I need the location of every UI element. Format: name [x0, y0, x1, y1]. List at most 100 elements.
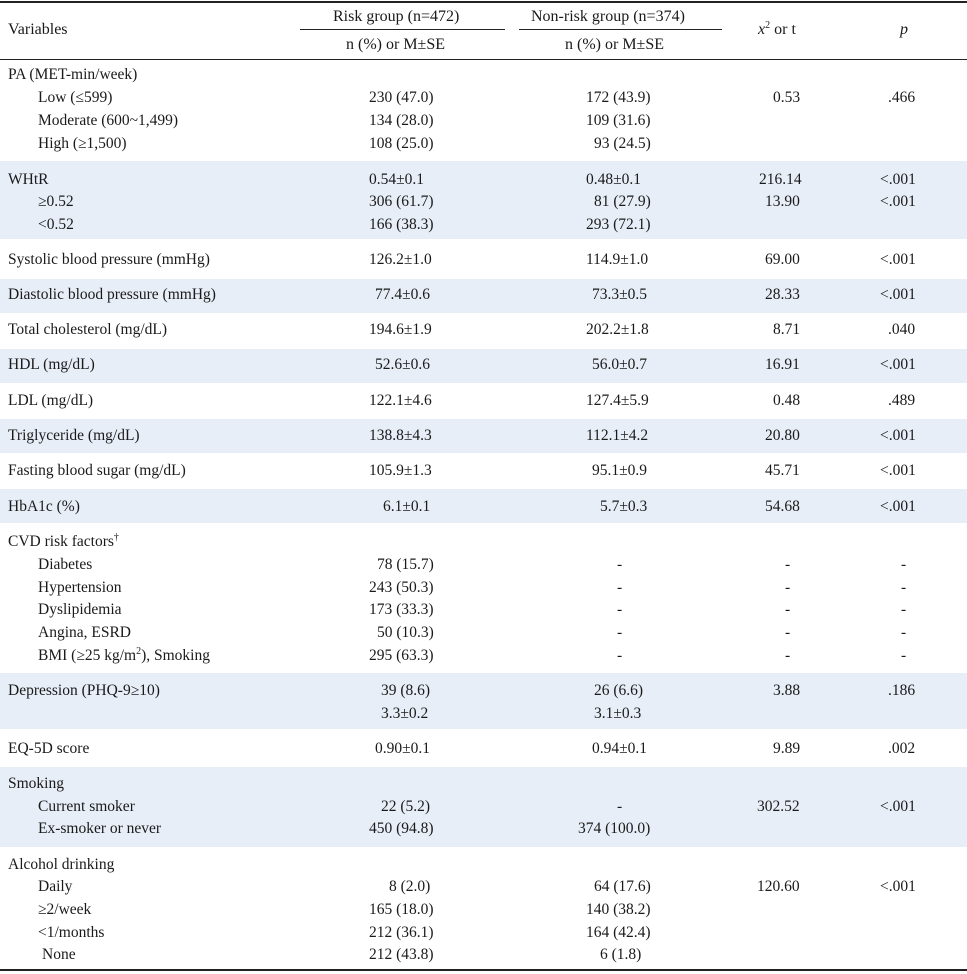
- row-label-ldl: LDL (mg/dL): [8, 392, 94, 409]
- cell-nonrisk-hba1c: 5.7±0.3: [600, 498, 648, 515]
- cell-risk-whtr-lt: 166 (38.3): [369, 216, 434, 233]
- row-label-alcohol-2week: ≥2/week: [38, 901, 92, 918]
- row-label-tg: Triglyceride (mg/dL): [8, 427, 140, 444]
- cell-stat-cvd-hypertension: -: [785, 579, 791, 596]
- row-label-cvd-dyslipidemia: Dyslipidemia: [38, 601, 122, 618]
- row-label-pa-moderate: Moderate (600~1,499): [38, 112, 179, 129]
- row-band-smoking: [0, 767, 967, 847]
- cell-stat-whtr-ge: 13.90: [765, 193, 800, 210]
- cell-p-smoking-current: <.001: [880, 798, 916, 815]
- cell-risk-ldl: 122.1±4.6: [369, 392, 432, 409]
- cell-stat-dbp: 28.33: [765, 286, 800, 303]
- cell-stat-whtr: 216.14: [759, 171, 802, 188]
- cell-stat-cvd-dyslipidemia: -: [785, 601, 791, 618]
- row-label-eq5d: EQ-5D score: [8, 740, 90, 757]
- bmi-label-sup: 2: [136, 646, 142, 657]
- cell-nonrisk-pa-moderate: 109 (31.6): [586, 112, 651, 129]
- cell-p-alcohol-daily: <.001: [880, 878, 916, 895]
- header-stat-symbol: x: [758, 21, 766, 38]
- cell-nonrisk-sbp: 114.9±1.0: [586, 251, 649, 268]
- row-band-tg: [0, 419, 967, 453]
- cell-nonrisk-alcohol-2week: 140 (38.2): [586, 901, 651, 918]
- subheader-nonrisk: n (%) or M±SE: [565, 36, 664, 53]
- row-label-pa: PA (MET-min/week): [8, 66, 138, 83]
- cell-nonrisk-whtr-ge: 81 (27.9): [594, 193, 651, 210]
- row-label-sbp: Systolic blood pressure (mmHg): [8, 251, 210, 268]
- row-label-cvd-hypertension: Hypertension: [38, 579, 122, 596]
- cell-p-pa-low: .466: [888, 89, 916, 106]
- cell-risk-pa-high: 108 (25.0): [369, 135, 434, 152]
- cvd-label-text: CVD risk factors: [8, 533, 114, 550]
- cell-p-sbp: <.001: [880, 251, 916, 268]
- row-label-depression: Depression (PHQ-9≥10): [8, 682, 160, 699]
- cell-nonrisk-tc: 202.2±1.8: [586, 321, 649, 338]
- header-variables: Variables: [8, 21, 68, 38]
- row-label-cvd-angina: Angina, ESRD: [38, 624, 131, 641]
- cell-nonrisk-eq5d: 0.94±0.1: [592, 740, 648, 757]
- cell-risk-alcohol-daily: 8 (2.0): [389, 878, 431, 895]
- row-label-alcohol: Alcohol drinking: [8, 856, 115, 873]
- cell-p-cvd-diabetes: -: [901, 556, 907, 573]
- row-label-pa-low: Low (≤599): [38, 89, 113, 106]
- row-label-smoking-ex: Ex-smoker or never: [38, 820, 162, 837]
- cell-nonrisk-smoking-current: -: [617, 798, 623, 815]
- row-label-whtr-lt: <0.52: [38, 216, 74, 233]
- row-label-tc: Total cholesterol (mg/dL): [8, 321, 168, 338]
- cell-risk-whtr-ge: 306 (61.7): [369, 193, 434, 210]
- cell-nonrisk-fbs: 95.1±0.9: [592, 462, 648, 479]
- cell-risk-cvd-bmi: 295 (63.3): [369, 647, 434, 664]
- cell-risk-alcohol-none: 212 (43.8): [369, 946, 434, 963]
- cell-risk-hdl: 52.6±0.6: [375, 356, 431, 373]
- cell-p-hdl: <.001: [880, 356, 916, 373]
- row-label-smoking: Smoking: [8, 775, 64, 792]
- row-label-pa-high: High (≥1,500): [38, 135, 127, 152]
- cell-risk-dbp: 77.4±0.6: [375, 286, 431, 303]
- cell-risk-hba1c: 6.1±0.1: [383, 498, 431, 515]
- cell-risk-depression: 39 (8.6): [381, 682, 431, 699]
- header-bottom-rule: [0, 59, 967, 60]
- bmi-label-a: BMI (≥25 kg/m: [38, 647, 137, 664]
- cell-risk-depression-score: 3.3±0.2: [381, 705, 429, 722]
- row-label-cvd-diabetes: Diabetes: [38, 556, 93, 573]
- cell-nonrisk-cvd-angina: -: [617, 624, 623, 641]
- cell-stat-smoking-current: 302.52: [757, 798, 800, 815]
- cell-stat-alcohol-daily: 120.60: [757, 878, 800, 895]
- cell-stat-ldl: 0.48: [773, 392, 801, 409]
- cell-risk-smoking-current: 22 (5.2): [381, 798, 431, 815]
- cell-risk-cvd-angina: 50 (10.3): [377, 624, 434, 641]
- cell-stat-cvd-diabetes: -: [785, 556, 791, 573]
- header-stat-sup: 2: [765, 20, 771, 31]
- cell-p-whtr: <.001: [880, 171, 916, 188]
- cell-nonrisk-whtr: 0.48±0.1: [586, 171, 642, 188]
- nonrisk-group-underline: [519, 29, 722, 30]
- row-label-dbp: Diastolic blood pressure (mmHg): [8, 286, 216, 303]
- row-band-dbp: [0, 279, 967, 313]
- row-label-alcohol-1month: <1/months: [38, 924, 105, 941]
- header-p: p: [900, 21, 908, 38]
- cell-nonrisk-whtr-lt: 293 (72.1): [586, 216, 651, 233]
- header-risk-group: Risk group (n=472): [333, 8, 460, 25]
- cell-nonrisk-pa-low: 172 (43.9): [586, 89, 651, 106]
- cell-nonrisk-alcohol-1month: 164 (42.4): [586, 924, 651, 941]
- cell-p-tc: .040: [888, 321, 916, 338]
- row-label-whtr-ge: ≥0.52: [38, 193, 74, 210]
- cell-stat-cvd-angina: -: [785, 624, 791, 641]
- cell-stat-fbs: 45.71: [765, 462, 800, 479]
- subheader-risk: n (%) or M±SE: [346, 36, 445, 53]
- cell-nonrisk-pa-high: 93 (24.5): [594, 135, 651, 152]
- cell-risk-smoking-ex: 450 (94.8): [369, 820, 434, 837]
- cell-stat-tg: 20.80: [765, 427, 800, 444]
- cell-p-whtr-ge: <.001: [880, 193, 916, 210]
- row-label-hba1c: HbA1c (%): [8, 498, 80, 515]
- cell-nonrisk-depression-score: 3.1±0.3: [594, 705, 642, 722]
- cell-nonrisk-dbp: 73.3±0.5: [592, 286, 648, 303]
- cell-stat-cvd-bmi: -: [785, 647, 791, 664]
- cell-risk-fbs: 105.9±1.3: [369, 462, 432, 479]
- cell-stat-sbp: 69.00: [765, 251, 800, 268]
- cell-risk-tc: 194.6±1.9: [369, 321, 432, 338]
- cell-p-cvd-angina: -: [901, 624, 907, 641]
- row-label-cvd-bmi: BMI (≥25 kg/m2), Smoking: [38, 645, 210, 667]
- dagger-mark: †: [113, 532, 119, 543]
- cell-nonrisk-cvd-bmi: -: [617, 647, 623, 664]
- cell-nonrisk-smoking-ex: 374 (100.0): [578, 820, 651, 837]
